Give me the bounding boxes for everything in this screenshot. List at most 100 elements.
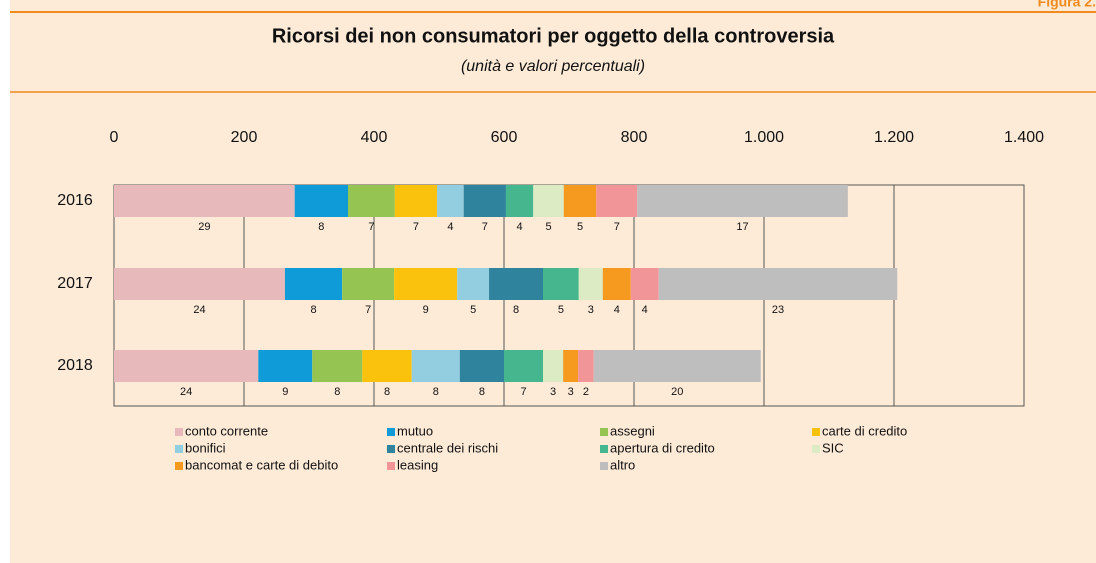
- bar-segment: [459, 350, 504, 382]
- legend-swatch: [387, 445, 395, 453]
- bar-segment: [348, 185, 395, 217]
- data-label: 2: [583, 386, 589, 398]
- legend-label: carte di credito: [822, 423, 907, 438]
- chart-title: Ricorsi dei non consumatori per oggetto …: [272, 25, 835, 47]
- data-label: 8: [513, 304, 519, 316]
- legend-label: centrale dei rischi: [397, 440, 498, 455]
- bar-segment: [593, 350, 761, 382]
- bar-segment: [563, 350, 579, 382]
- bar-segment: [312, 350, 363, 382]
- bar-segment: [489, 268, 543, 300]
- data-label: 5: [558, 304, 564, 316]
- legend-swatch: [812, 445, 820, 453]
- data-label: 29: [198, 221, 210, 233]
- bar-segment: [504, 350, 543, 382]
- data-label: 8: [310, 304, 316, 316]
- data-label: 8: [479, 386, 485, 398]
- legend-swatch: [387, 462, 395, 470]
- data-label: 7: [520, 386, 526, 398]
- figure-label: Figura 2.: [1038, 0, 1096, 10]
- data-label: 4: [642, 304, 648, 316]
- bar-segment: [394, 268, 458, 300]
- data-label: 7: [365, 304, 371, 316]
- bar-segment: [342, 268, 395, 300]
- bar-segment: [543, 350, 564, 382]
- legend-label: mutuo: [397, 423, 433, 438]
- bar-segment: [578, 350, 594, 382]
- bar-segment: [637, 185, 848, 217]
- x-tick-label: 400: [361, 129, 388, 146]
- bar-segment: [658, 268, 898, 300]
- data-label: 7: [482, 221, 488, 233]
- legend-swatch: [812, 428, 820, 436]
- data-label: 3: [550, 386, 556, 398]
- legend-swatch: [175, 462, 183, 470]
- data-label: 4: [614, 304, 620, 316]
- legend-swatch: [175, 445, 183, 453]
- bar-segment: [114, 350, 259, 382]
- data-label: 24: [193, 304, 205, 316]
- legend-label: apertura di credito: [610, 440, 715, 455]
- x-tick-label: 600: [491, 129, 518, 146]
- bar-segment: [411, 350, 460, 382]
- data-label: 8: [334, 386, 340, 398]
- legend-label: assegni: [610, 423, 655, 438]
- bar-segment: [563, 185, 597, 217]
- data-label: 8: [433, 386, 439, 398]
- chart-subtitle: (unità e valori percentuali): [461, 58, 645, 75]
- legend-label: SIC: [822, 440, 844, 455]
- bar-segment: [437, 185, 464, 217]
- legend-label: conto corrente: [185, 423, 268, 438]
- data-label: 4: [447, 221, 453, 233]
- x-tick-label: 200: [231, 129, 258, 146]
- data-label: 24: [180, 386, 192, 398]
- bar-segment: [457, 268, 490, 300]
- data-label: 8: [318, 221, 324, 233]
- y-tick-label: 2016: [57, 192, 93, 209]
- data-label: 9: [282, 386, 288, 398]
- y-tick-label: 2017: [57, 275, 93, 292]
- bar-segment: [602, 268, 631, 300]
- bar-segment: [394, 185, 438, 217]
- legend-label: bancomat e carte di debito: [185, 457, 338, 472]
- bar-segment: [362, 350, 412, 382]
- legend-swatch: [600, 462, 608, 470]
- data-label: 5: [470, 304, 476, 316]
- data-label: 17: [736, 221, 748, 233]
- bar-segment: [294, 185, 348, 217]
- bar-segment: [596, 185, 638, 217]
- bar-segment: [258, 350, 313, 382]
- data-label: 5: [545, 221, 551, 233]
- bar-segment: [114, 185, 295, 217]
- legend-label: altro: [610, 457, 635, 472]
- y-tick-label: 2018: [57, 357, 93, 374]
- data-label: 4: [517, 221, 523, 233]
- bar-segment: [463, 185, 506, 217]
- data-label: 5: [577, 221, 583, 233]
- x-tick-label: 1.200: [874, 129, 914, 146]
- bar-segment: [533, 185, 564, 217]
- bar-segment: [630, 268, 659, 300]
- x-tick-label: 0: [110, 129, 119, 146]
- x-tick-label: 1.000: [744, 129, 784, 146]
- legend-label: leasing: [397, 457, 438, 472]
- legend-label: bonifici: [185, 440, 226, 455]
- legend-swatch: [600, 445, 608, 453]
- data-label: 3: [588, 304, 594, 316]
- data-label: 7: [368, 221, 374, 233]
- legend-swatch: [175, 428, 183, 436]
- data-label: 7: [413, 221, 419, 233]
- bar-segment: [543, 268, 579, 300]
- x-tick-label: 1.400: [1004, 129, 1044, 146]
- bar-segment: [114, 268, 285, 300]
- bar-segment: [284, 268, 343, 300]
- x-tick-label: 800: [621, 129, 648, 146]
- legend-swatch: [600, 428, 608, 436]
- data-label: 9: [423, 304, 429, 316]
- data-label: 20: [671, 386, 683, 398]
- data-label: 7: [614, 221, 620, 233]
- legend-swatch: [387, 428, 395, 436]
- data-label: 3: [568, 386, 574, 398]
- data-label: 23: [772, 304, 784, 316]
